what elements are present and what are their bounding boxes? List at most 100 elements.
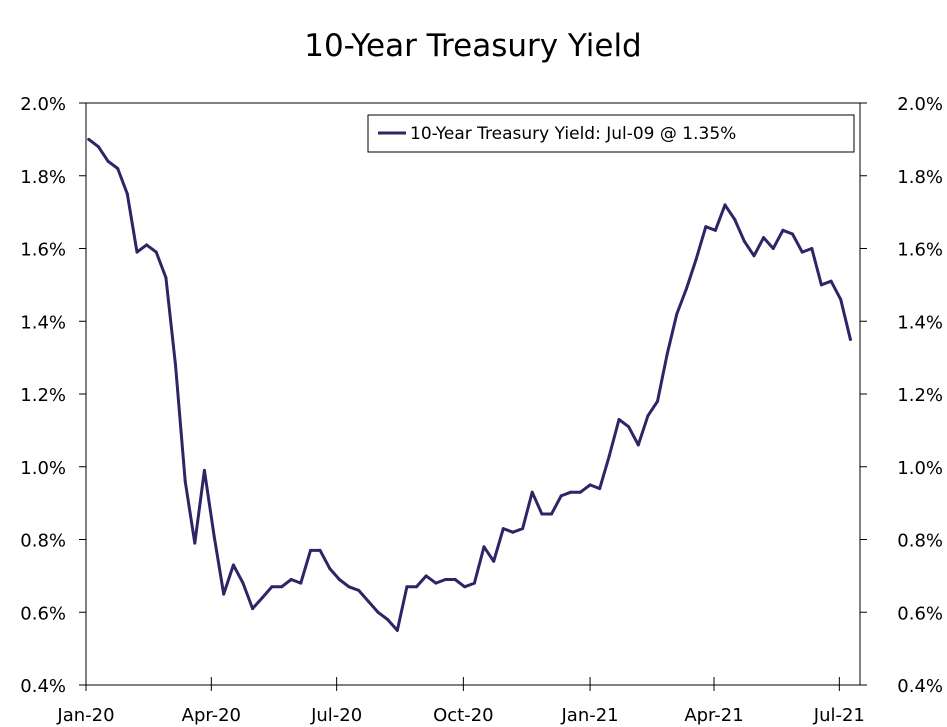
data-point: [395, 628, 399, 632]
data-point: [405, 585, 409, 589]
data-point: [762, 236, 766, 240]
y-tick-label-left: 1.0%: [20, 458, 66, 479]
data-point: [492, 559, 496, 563]
data-point: [202, 468, 206, 472]
series-line: [87, 137, 852, 632]
data-point: [357, 588, 361, 592]
y-tick-label-right: 0.4%: [897, 676, 943, 697]
y-tick-label-right: 1.8%: [897, 167, 943, 188]
data-point: [800, 250, 804, 254]
data-point: [96, 145, 100, 149]
data-point: [260, 596, 264, 600]
y-tick-label-left: 0.8%: [20, 531, 66, 552]
y-tick-label-left: 1.6%: [20, 240, 66, 261]
data-point: [164, 276, 168, 280]
legend-label: 10-Year Treasury Yield: Jul-09 @ 1.35%: [410, 124, 736, 144]
data-point: [530, 490, 534, 494]
data-point: [819, 283, 823, 287]
data-point: [771, 247, 775, 250]
x-tick-label: Jul-20: [310, 705, 362, 726]
data-point: [472, 581, 476, 585]
data-point: [453, 578, 457, 581]
data-point: [675, 312, 679, 316]
data-point: [656, 399, 659, 403]
x-axis: Jan-20 Apr-20 Jul-20 Oct-20 Jan-21 Apr-21 Jul-…: [56, 677, 865, 726]
y-tick-label-left: 0.6%: [20, 603, 66, 624]
data-point: [174, 363, 177, 367]
data-point: [598, 487, 602, 491]
data-point: [299, 581, 303, 585]
data-point: [337, 578, 341, 581]
data-point: [752, 254, 756, 258]
x-tick-label: Jan-21: [560, 705, 618, 726]
data-point: [231, 563, 235, 567]
data-point: [280, 585, 284, 589]
y-tick-label-left: 0.4%: [20, 676, 66, 697]
data-point: [713, 228, 717, 232]
plot-area: [85, 102, 861, 686]
data-point: [781, 228, 785, 232]
data-point: [501, 527, 505, 531]
data-point: [270, 585, 274, 589]
data-point: [482, 545, 486, 549]
data-point: [627, 425, 631, 429]
data-point: [366, 599, 370, 603]
data-point: [685, 287, 688, 290]
data-point: [212, 534, 216, 538]
data-point: [386, 618, 390, 621]
data-point: [742, 239, 746, 243]
data-point: [193, 541, 197, 545]
data-point: [665, 352, 669, 356]
data-point: [241, 581, 245, 585]
x-tick-label: Jan-20: [56, 705, 114, 726]
series-group: [87, 137, 852, 632]
y-axis: 0.4% 0.4% 0.6% 0.6% 0.8% 0.8% 1.0% 1.0% 1.2% 1.2%…: [20, 94, 943, 697]
data-point: [135, 250, 139, 254]
data-point: [309, 548, 312, 552]
data-point: [829, 279, 833, 283]
data-point: [347, 585, 351, 589]
y-tick-label-right: 0.6%: [897, 603, 943, 624]
data-point: [145, 243, 149, 247]
data-point: [810, 247, 814, 250]
y-tick-label-right: 1.2%: [897, 385, 943, 406]
y-tick-label-right: 0.8%: [897, 531, 943, 552]
data-point: [848, 337, 852, 341]
data-point: [578, 490, 582, 494]
data-point: [424, 574, 428, 578]
data-point: [154, 250, 158, 254]
data-point: [415, 585, 418, 589]
data-point: [694, 257, 698, 261]
data-point: [511, 530, 515, 534]
data-point: [328, 567, 332, 571]
data-point: [723, 203, 727, 207]
data-point: [434, 581, 438, 585]
legend-box: [367, 114, 855, 153]
x-tick-label: Apr-20: [182, 705, 241, 726]
x-tick-label: Apr-21: [684, 705, 743, 726]
y-tick-label-right: 1.4%: [897, 312, 943, 333]
y-tick-label-right: 1.0%: [897, 458, 943, 479]
x-tick-label: Jul-21: [813, 705, 865, 726]
y-tick-label-left: 2.0%: [20, 94, 66, 115]
data-point: [116, 167, 120, 170]
data-point: [376, 610, 380, 614]
data-point: [540, 512, 544, 516]
data-point: [617, 418, 621, 421]
data-point: [463, 585, 467, 589]
data-point: [839, 297, 843, 301]
y-tick-label-left: 1.2%: [20, 385, 66, 406]
data-point: [289, 578, 293, 581]
data-point: [251, 607, 255, 611]
data-point: [607, 454, 611, 458]
data-point: [569, 490, 573, 494]
chart-title: 10-Year Treasury Yield: [304, 28, 642, 64]
data-point: [521, 527, 525, 531]
legend: 10-Year Treasury Yield: Jul-09 @ 1.35%: [367, 114, 855, 153]
data-point: [588, 483, 592, 487]
y-tick-label-left: 1.4%: [20, 312, 66, 333]
y-tick-label-right: 1.6%: [897, 240, 943, 261]
data-point: [559, 494, 563, 498]
data-point: [183, 479, 187, 483]
